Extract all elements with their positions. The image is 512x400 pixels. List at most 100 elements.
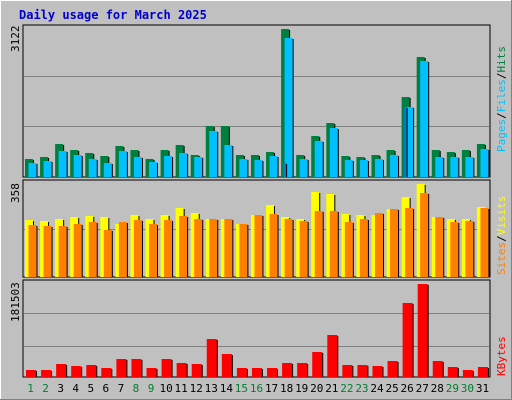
x-tick-label-12: 12	[190, 382, 203, 395]
files-bar-19	[299, 159, 309, 177]
sites-bar-12-fill	[194, 219, 203, 277]
sites-bar-26	[405, 208, 415, 277]
panel-visits-ymax-label: 358	[9, 183, 22, 203]
kbytes-bar-31	[477, 367, 489, 377]
panel-hits-legend: Pages/Files/Hits	[495, 46, 508, 152]
x-tick-label-10: 10	[159, 382, 172, 395]
kbytes-bar-30	[462, 370, 474, 377]
x-tick-label-24: 24	[370, 382, 384, 395]
panel-hits-ymax-label: 3122	[9, 26, 22, 53]
kbytes-bar-17-fill	[267, 368, 278, 377]
files-bar-3	[58, 151, 68, 177]
files-bar-11	[179, 153, 189, 177]
kbytes-bar-1	[26, 370, 37, 377]
files-bar-24-fill	[374, 159, 383, 177]
sites-bar-10-fill	[164, 220, 173, 277]
kbytes-bar-13	[206, 339, 218, 377]
files-bar-14-fill	[224, 145, 233, 177]
sites-bar-31-fill	[480, 208, 489, 277]
sites-bar-20-fill	[314, 211, 323, 277]
kbytes-bar-26-fill	[402, 303, 413, 377]
sites-bar-8	[133, 220, 143, 277]
files-bar-3-fill	[58, 151, 67, 177]
kbytes-bar-6-fill	[101, 368, 112, 377]
panel-kbytes-legend: KBytes	[495, 336, 508, 376]
x-tick-label-15: 15	[235, 382, 248, 395]
sites-bar-6-fill	[103, 230, 112, 277]
sites-bar-25	[390, 209, 400, 277]
files-bar-28-fill	[435, 157, 444, 177]
files-bar-31-fill	[480, 149, 489, 177]
kbytes-bar-9	[146, 368, 158, 377]
x-tick-label-19: 19	[295, 382, 308, 395]
kbytes-bar-29-fill	[447, 367, 458, 377]
x-tick-label-27: 27	[416, 382, 429, 395]
kbytes-bar-12-fill	[191, 364, 202, 377]
kbytes-bar-14	[221, 354, 233, 377]
files-bar-4-fill	[73, 155, 82, 177]
sites-bar-3-fill	[58, 226, 67, 277]
sites-bar-21	[329, 211, 339, 277]
x-tick-label-18: 18	[280, 382, 293, 395]
sites-bar-29-fill	[450, 222, 459, 277]
kbytes-bar-2	[41, 370, 53, 377]
files-bar-31	[480, 149, 490, 177]
sites-bar-6	[103, 230, 113, 277]
x-tick-label-1: 1	[27, 382, 34, 395]
sites-bar-2	[43, 226, 53, 277]
files-bar-20-fill	[314, 141, 323, 177]
files-bar-5-fill	[88, 159, 97, 177]
x-tick-label-17: 17	[265, 382, 278, 395]
kbytes-bar-24	[372, 366, 384, 377]
legend-files: Files	[495, 79, 508, 112]
sites-bar-9-fill	[149, 224, 158, 277]
sites-bar-5	[88, 222, 98, 277]
kbytes-bar-24-fill	[372, 366, 383, 377]
files-bar-2-fill	[43, 161, 52, 177]
kbytes-bar-8	[131, 359, 143, 377]
legend-pages: Pages	[495, 119, 508, 152]
kbytes-bar-21-fill	[327, 335, 338, 377]
kbytes-bar-13-fill	[206, 339, 217, 377]
kbytes-bar-5	[86, 365, 98, 377]
files-bar-5	[88, 159, 98, 177]
panel-visits-legend: Sites/Visits	[495, 196, 508, 276]
legend-separator: /	[495, 73, 508, 80]
sites-bar-8-fill	[133, 220, 142, 277]
sites-bar-21-fill	[329, 211, 338, 277]
chart-title: Daily usage for March 2025	[19, 8, 207, 22]
files-bar-10-fill	[164, 156, 173, 177]
sites-bar-16	[254, 215, 264, 277]
kbytes-bar-12	[191, 364, 203, 377]
kbytes-bar-2-fill	[41, 370, 52, 377]
sites-bar-15	[239, 224, 249, 277]
files-bar-10	[164, 156, 174, 177]
sites-bar-22	[344, 222, 354, 277]
files-bar-27	[420, 61, 430, 177]
sites-bar-22-fill	[344, 222, 353, 277]
sites-bar-20	[314, 211, 324, 277]
files-bar-2	[43, 161, 53, 177]
files-bar-8-fill	[133, 157, 142, 177]
panel-kbytes-bars	[26, 284, 489, 377]
files-bar-6-fill	[103, 163, 112, 177]
files-bar-15	[239, 159, 249, 177]
kbytes-bar-26	[402, 303, 414, 377]
files-bar-17-fill	[269, 156, 278, 177]
files-bar-16-fill	[254, 160, 263, 177]
sites-bar-9	[149, 224, 159, 277]
files-bar-7	[118, 151, 128, 177]
sites-bar-31	[480, 208, 490, 277]
kbytes-bar-16-fill	[251, 368, 262, 377]
files-bar-18	[284, 38, 294, 177]
kbytes-bar-23	[357, 365, 369, 377]
sites-bar-13-fill	[209, 219, 218, 277]
sites-bar-16-fill	[254, 215, 263, 277]
sites-bar-27-fill	[420, 193, 429, 277]
x-tick-label-4: 4	[72, 382, 79, 395]
kbytes-bar-6	[101, 368, 113, 377]
x-tick-label-29: 29	[446, 382, 459, 395]
x-tick-label-20: 20	[310, 382, 323, 395]
kbytes-bar-25-fill	[387, 361, 398, 377]
kbytes-bar-30-fill	[462, 370, 473, 377]
